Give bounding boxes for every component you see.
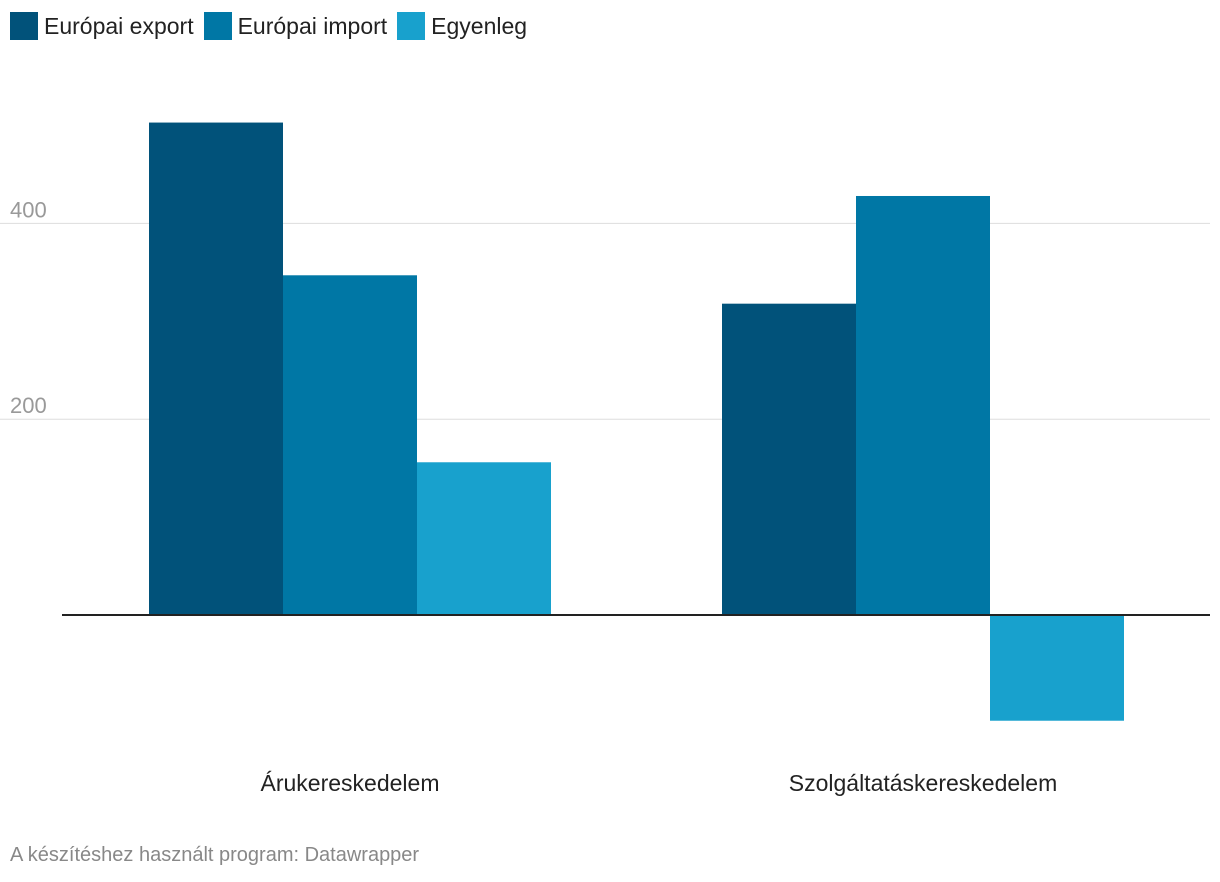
x-category-label-goods: Árukereskedelem (261, 770, 440, 796)
legend: Európai export Európai import Egyenleg (10, 10, 537, 42)
y-tick-label-200: 200 (10, 393, 47, 418)
bar-goods-export (149, 122, 283, 616)
legend-label-balance: Egyenleg (431, 12, 528, 39)
footer-credit: A készítéshez használt program: Datawrap… (10, 844, 420, 866)
bar-services-balance (990, 615, 1124, 721)
legend-label-import: Európai import (237, 12, 388, 39)
legend-item-import: Európai import (203, 12, 388, 40)
legend-label-export: Európai export (44, 12, 194, 39)
bar-services-import (856, 195, 990, 615)
legend-swatch-balance (397, 12, 426, 40)
x-category-label-services: Szolgáltatáskereskedelem (789, 770, 1057, 796)
bar-chart: 200 400 Árukereskedelem Szolgáltatáskereske… (0, 122, 1210, 796)
bar-services-export (722, 303, 856, 615)
legend-item-export: Európai export (10, 12, 194, 40)
y-tick-label-400: 400 (10, 197, 47, 222)
legend-item-balance: Egyenleg (397, 12, 527, 40)
legend-swatch-import (203, 12, 232, 40)
bar-goods-import (283, 275, 417, 615)
legend-swatch-export (10, 12, 38, 40)
bar-goods-balance (417, 462, 551, 615)
